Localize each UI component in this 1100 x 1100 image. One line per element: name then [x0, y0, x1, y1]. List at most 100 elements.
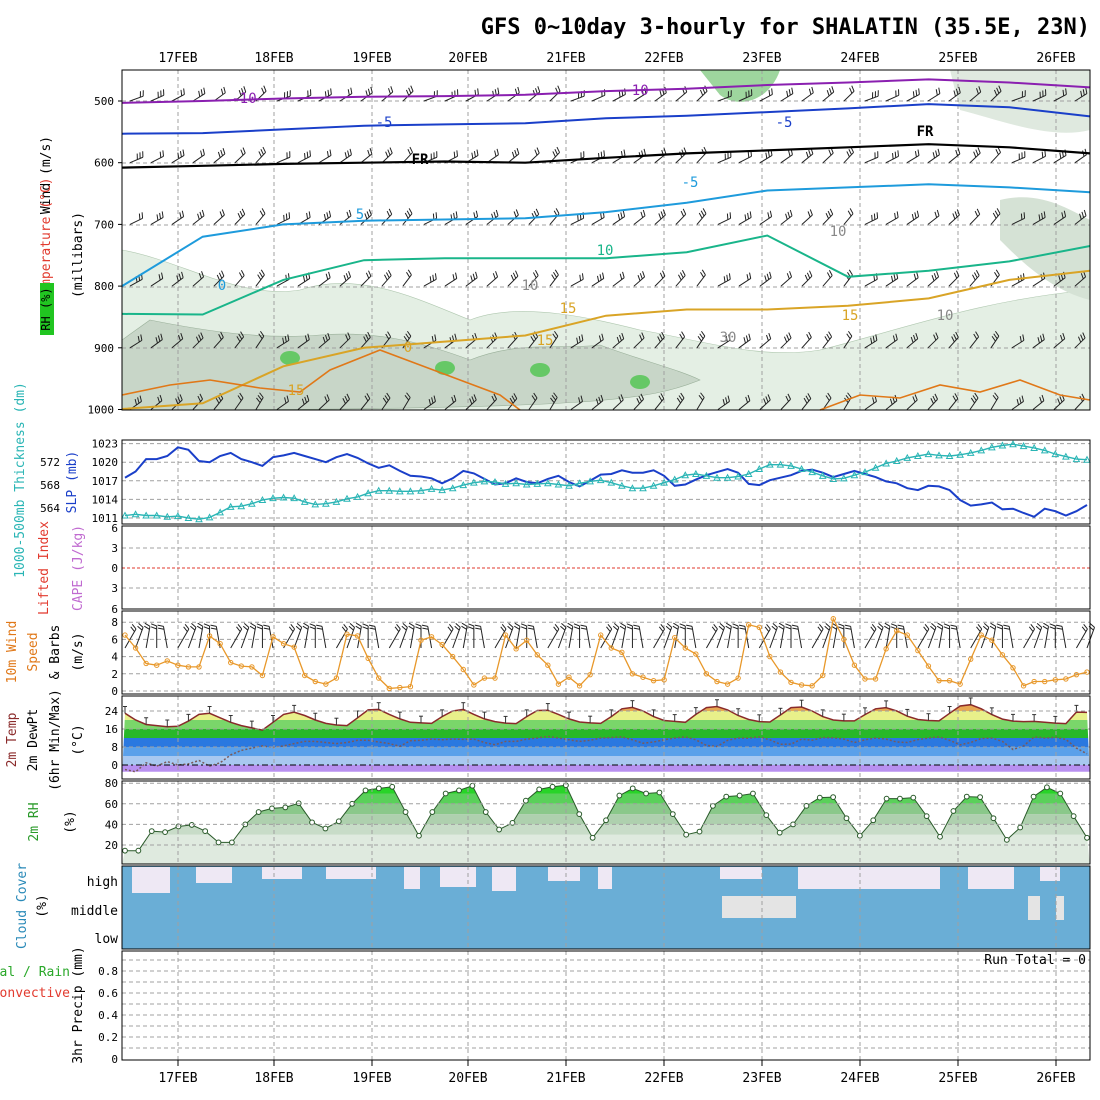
thickness-point: [300, 497, 309, 505]
temp-band: [122, 756, 1090, 765]
wind-speed-point: [502, 632, 509, 638]
wind-barb-feather: [828, 331, 833, 338]
wind-barb: [276, 339, 290, 349]
wind-barb-feather: [240, 269, 245, 276]
thickness-point: [596, 476, 605, 484]
wind-barb: [885, 216, 899, 225]
wind-barb-feather: [454, 625, 460, 631]
wind-barb: [1044, 626, 1050, 649]
wind-barb-feather: [471, 152, 474, 159]
wind-barb: [633, 276, 645, 287]
wind-barb-feather: [362, 623, 369, 627]
wind-barb-feather: [406, 330, 412, 337]
wind-barb-feather: [243, 622, 250, 628]
wind-barb-feather: [1041, 151, 1044, 158]
wind-barb-feather: [972, 274, 976, 281]
wind-barb: [1011, 156, 1026, 164]
wind-barb-feather: [992, 212, 997, 219]
wind-speed-point: [576, 683, 583, 689]
wind-barb-feather: [515, 209, 519, 216]
wind-barb-feather: [975, 149, 979, 156]
wind-barb: [360, 275, 372, 287]
wind-barb: [150, 400, 163, 410]
wind-barb-feather: [1039, 396, 1043, 403]
wind-barb-feather: [954, 211, 958, 218]
wind-barb: [738, 94, 752, 102]
wind-barb-feather: [137, 397, 140, 404]
wind-barb-feather: [514, 622, 521, 627]
wind-barb: [675, 152, 687, 164]
wind-barb-feather: [388, 88, 391, 95]
dewpt-line: [124, 735, 1088, 773]
upper-air-panel: -10 -5 FR -5 5 0 10 15 15 10 -10 -5 FR 10 30 0 15 10 15 500…: [39, 69, 1091, 417]
wind-barb: [486, 276, 498, 287]
ylabel-rh-units: (%): [63, 810, 78, 833]
rh-point: [629, 785, 636, 792]
wind-speed-point: [640, 674, 646, 680]
wind-barb: [234, 152, 246, 164]
wind-barb-feather: [388, 208, 393, 215]
ylabel-convective: Convective: [0, 986, 70, 1001]
wind-barb-feather: [937, 622, 944, 627]
wind-barb-feather: [179, 212, 182, 219]
wind-barb-feather: [474, 332, 478, 339]
wind-barb-feather: [494, 150, 497, 157]
wind-barb-feather: [898, 627, 905, 630]
wind-barb-feather: [286, 395, 289, 402]
wind-barb-feather: [838, 623, 845, 627]
wind-barb-feather: [932, 395, 936, 402]
wind-barb-feather: [182, 149, 185, 156]
rh-point: [1030, 793, 1037, 800]
rh-point: [335, 818, 342, 825]
rh-point: [990, 815, 997, 822]
rh-point: [950, 808, 957, 814]
cloud-gap-high: [132, 867, 170, 893]
wind-barb-feather: [727, 395, 730, 402]
wind-speed-point: [302, 672, 308, 679]
wind-speed-point: [217, 641, 223, 647]
wind-barb-feather: [955, 331, 959, 338]
wind-barb-feather: [161, 272, 164, 279]
wind-barb-feather: [405, 89, 410, 96]
wind-barb-feather: [849, 87, 853, 94]
wind-barb-feather: [348, 209, 352, 216]
rh-tick-label: 80: [105, 777, 118, 790]
wind-barb-feather: [470, 275, 473, 282]
wind-barb: [955, 626, 961, 649]
wind-barb-feather: [343, 275, 347, 282]
rh-shade-peak: [280, 351, 300, 365]
wind-barb-feather: [659, 272, 664, 279]
rh-tick-label: 60: [105, 798, 118, 811]
wind-barb-feather: [767, 394, 771, 401]
wind-speed-point: [714, 678, 720, 685]
wind-barb-feather: [845, 627, 852, 630]
wind-barb-feather: [260, 269, 265, 276]
rh-point: [589, 834, 596, 841]
wind-speed-point: [735, 675, 741, 681]
wind-barb-feather: [1019, 397, 1022, 404]
wind-barb-feather: [296, 622, 302, 628]
rh-point: [135, 847, 142, 854]
wind-barb-feather: [580, 624, 587, 627]
wind-barb-feather: [805, 395, 810, 402]
wind-speed-point: [376, 675, 382, 681]
wind-barb-feather: [557, 85, 561, 92]
wind-barb-feather: [982, 625, 989, 631]
wind-barb-feather: [241, 88, 244, 95]
contour-label: FR: [917, 124, 934, 140]
thickness-point: [956, 450, 964, 458]
wind-barb-feather: [913, 273, 917, 280]
wind-barb-feather: [599, 274, 602, 281]
wind-barb-feather: [951, 336, 955, 343]
rh-band: [122, 834, 1090, 864]
wind-barb-feather: [978, 86, 982, 93]
wind-barb: [297, 339, 310, 349]
wind-barb-feather: [952, 213, 956, 220]
wind-barb-feather: [157, 335, 161, 342]
wind-barb: [255, 335, 265, 349]
wind-barb: [717, 278, 731, 287]
wind-speed-point: [270, 634, 276, 640]
wind-speed-point: [629, 671, 636, 677]
wind-barb-feather: [365, 90, 368, 97]
wind-barb-feather: [1016, 398, 1020, 406]
